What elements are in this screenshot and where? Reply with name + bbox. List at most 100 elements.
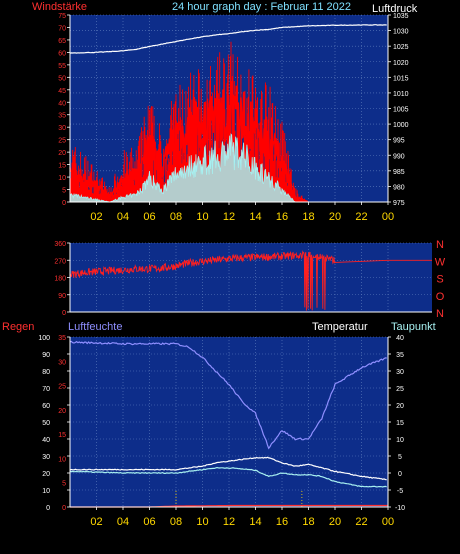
taupunkt-label: Taupunkt [391, 321, 436, 333]
pressure-series [69, 24, 387, 54]
left-tick-label: 10 [58, 175, 66, 182]
right-tick-label: 995 [393, 138, 405, 145]
compass-label: N [436, 308, 444, 320]
x-tick-label: 20 [329, 211, 341, 223]
rain-tick-label: 20 [58, 408, 66, 415]
temperature-tick-label: 20 [396, 403, 404, 410]
left-tick-label: 75 [58, 13, 66, 20]
rain-tick-label: 5 [62, 481, 66, 488]
x-tick-label: 06 [143, 516, 155, 528]
x-tick-label: 22 [355, 211, 367, 223]
x-tick-label: 20 [329, 516, 341, 528]
temperature-tick-label: 5 [398, 454, 402, 461]
x-tick-label: 04 [117, 211, 129, 223]
temperatur-label: Temperatur [312, 321, 368, 333]
x-tick-label: 00 [382, 516, 394, 528]
dewpoint-series [69, 466, 387, 488]
humidity-tick-label: 30 [42, 454, 50, 461]
left-tick-label: 25 [58, 138, 66, 145]
series-layer [69, 340, 388, 508]
x-tick-label: 18 [302, 516, 314, 528]
gridlines [70, 242, 432, 313]
left-tick-label: 35 [58, 113, 66, 120]
right-tick-label: 980 [393, 184, 405, 191]
humidity-tick-label: 50 [42, 420, 50, 427]
rain-tick-label: 15 [58, 432, 66, 439]
left-tick-label: 50 [58, 75, 66, 82]
series-layer [69, 250, 432, 311]
rain-tick-label: 10 [58, 456, 66, 463]
rain-tick-label: 35 [58, 335, 66, 342]
wind-direction-series [69, 250, 432, 311]
compass-label: S [436, 274, 443, 286]
rain-tick-label: 0 [62, 505, 66, 512]
series-layer [69, 24, 387, 203]
temperature-tick-label: 15 [396, 420, 404, 427]
left-tick-label: 180 [54, 276, 66, 283]
right-tick-label: 1030 [393, 29, 409, 36]
axes: 0510152025303540455055606570759759809859… [58, 13, 408, 223]
temperature-tick-label: 10 [396, 437, 404, 444]
temperature-tick-label: 40 [396, 335, 404, 342]
x-tick-label: 22 [355, 516, 367, 528]
x-tick-label: 08 [170, 211, 182, 223]
x-tick-label: 02 [90, 211, 102, 223]
luftfeuchte-label: Luftfeuchte [68, 321, 122, 333]
humidity-temperature-panel: 010203040506070809010005101520253035-10-… [38, 335, 405, 528]
axes: 010203040506070809010005101520253035-10-… [38, 335, 405, 528]
humidity-tick-label: 80 [42, 369, 50, 376]
left-tick-label: 0 [62, 200, 66, 207]
x-tick-label: 02 [90, 516, 102, 528]
humidity-tick-label: 60 [42, 403, 50, 410]
humidity-tick-label: 0 [46, 505, 50, 512]
x-tick-label: 12 [223, 516, 235, 528]
graph-title: 24 hour graph day : Februar 11 2022 [172, 1, 351, 13]
left-tick-label: 0 [62, 310, 66, 317]
right-tick-label: 1005 [393, 107, 409, 114]
humidity-tick-label: 40 [42, 437, 50, 444]
right-tick-label: 1025 [393, 44, 409, 51]
wind-series [69, 81, 309, 203]
temperature-tick-label: 30 [396, 369, 404, 376]
rain-tick-label: 30 [58, 359, 66, 366]
humidity-tick-label: 10 [42, 488, 50, 495]
x-tick-label: 10 [196, 211, 208, 223]
x-tick-label: 12 [223, 211, 235, 223]
left-tick-label: 45 [58, 88, 66, 95]
right-tick-label: 1000 [393, 122, 409, 129]
x-tick-label: 14 [249, 211, 261, 223]
temperature-tick-label: 0 [398, 471, 402, 478]
right-tick-label: 985 [393, 169, 405, 176]
windstaerke-label: Windstärke [32, 1, 87, 13]
x-tick-label: 08 [170, 516, 182, 528]
x-tick-label: 18 [302, 211, 314, 223]
right-tick-label: 1020 [393, 60, 409, 67]
humidity-tick-label: 90 [42, 352, 50, 359]
x-tick-label: 16 [276, 211, 288, 223]
temperature-series [69, 456, 387, 481]
left-tick-label: 15 [58, 163, 66, 170]
compass-label: N [436, 239, 444, 251]
temperature-tick-label: -10 [395, 505, 405, 512]
x-tick-label: 00 [382, 211, 394, 223]
left-tick-label: 5 [62, 188, 66, 195]
humidity-tick-label: 20 [42, 471, 50, 478]
left-tick-label: 90 [58, 293, 66, 300]
left-tick-label: 270 [54, 258, 66, 265]
humidity-tick-label: 70 [42, 386, 50, 393]
x-tick-label: 04 [117, 516, 129, 528]
humidity-tick-label: 100 [38, 335, 50, 342]
left-tick-label: 70 [58, 25, 66, 32]
wind-pressure-panel: 0510152025303540455055606570759759809859… [58, 13, 408, 223]
right-tick-label: 1015 [393, 75, 409, 82]
humidity-series [69, 340, 387, 450]
left-tick-label: 55 [58, 63, 66, 70]
left-tick-label: 65 [58, 38, 66, 45]
right-tick-label: 975 [393, 200, 405, 207]
x-tick-label: 16 [276, 516, 288, 528]
right-tick-label: 1010 [393, 91, 409, 98]
temperature-tick-label: 35 [396, 352, 404, 359]
